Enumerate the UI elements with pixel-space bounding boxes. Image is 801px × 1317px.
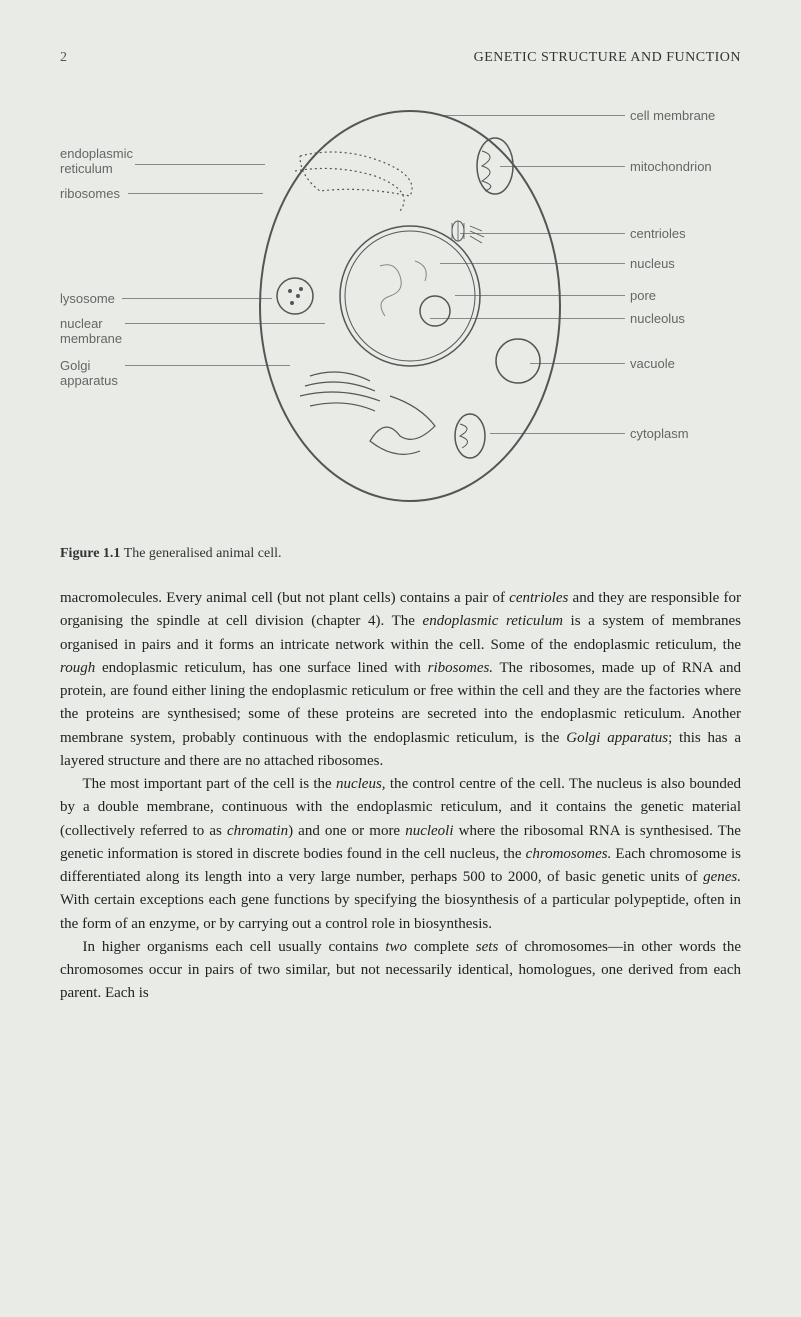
- label-text: endoplasmic: [60, 146, 133, 161]
- body-text: macromolecules. Every animal cell (but n…: [60, 587, 741, 1006]
- label-golgi-apparatus: Golgi apparatus: [60, 358, 118, 388]
- label-endoplasmic-reticulum: endoplasmic reticulum: [60, 146, 133, 176]
- italic-text: centrioles: [509, 590, 568, 606]
- text-run: complete: [407, 939, 476, 955]
- label-mitochondrion: mitochondrion: [630, 159, 712, 174]
- cell-illustration: [240, 96, 580, 516]
- italic-text: sets: [476, 939, 499, 955]
- text-run: macromolecules. Every animal cell (but n…: [60, 590, 509, 606]
- paragraph-2: The most important part of the cell is t…: [60, 773, 741, 936]
- paragraph-3: In higher organisms each cell usually co…: [60, 936, 741, 1006]
- italic-text: endoplasmic reticulum: [423, 613, 563, 629]
- figure-caption: Figure 1.1 The generalised animal cell.: [60, 546, 741, 562]
- label-lysosome: lysosome: [60, 291, 115, 306]
- italic-text: ribosomes.: [428, 660, 493, 676]
- italic-text: chromatin: [227, 823, 288, 839]
- italic-text: rough: [60, 660, 95, 676]
- label-nucleus: nucleus: [630, 256, 675, 271]
- page-header: 2 GENETIC STRUCTURE AND FUNCTION: [60, 50, 741, 66]
- text-run: The most important part of the cell is t…: [83, 776, 336, 792]
- label-cytoplasm: cytoplasm: [630, 426, 689, 441]
- italic-text: nucleoli: [405, 823, 453, 839]
- text-run: endoplasmic reticulum, has one surface l…: [95, 660, 427, 676]
- label-vacuole: vacuole: [630, 356, 675, 371]
- text-run: In higher organisms each cell usually co…: [83, 939, 386, 955]
- paragraph-1: macromolecules. Every animal cell (but n…: [60, 587, 741, 773]
- label-text: nuclear: [60, 316, 103, 331]
- label-nuclear-membrane: nuclear membrane: [60, 316, 122, 346]
- cell-diagram: endoplasmic reticulum ribosomes lysosome…: [60, 96, 741, 526]
- italic-text: genes.: [703, 869, 741, 885]
- text-run: ) and one or more: [288, 823, 405, 839]
- label-centrioles: centrioles: [630, 226, 686, 241]
- label-text: Golgi: [60, 358, 90, 373]
- italic-text: chromosomes.: [526, 846, 612, 862]
- label-text: apparatus: [60, 373, 118, 388]
- label-pore: pore: [630, 288, 656, 303]
- label-nucleolus: nucleolus: [630, 311, 685, 326]
- text-run: With certain exceptions each gene functi…: [60, 892, 741, 931]
- label-text: membrane: [60, 331, 122, 346]
- italic-text: nucleus,: [336, 776, 386, 792]
- label-text: reticulum: [60, 161, 113, 176]
- page-number: 2: [60, 50, 67, 66]
- figure-number: Figure 1.1: [60, 546, 120, 561]
- figure-text: The generalised animal cell.: [124, 546, 282, 561]
- italic-text: two: [385, 939, 407, 955]
- label-ribosomes: ribosomes: [60, 186, 120, 201]
- italic-text: Golgi apparatus: [566, 730, 668, 746]
- chapter-title: GENETIC STRUCTURE AND FUNCTION: [474, 50, 741, 66]
- label-cell-membrane: cell membrane: [630, 108, 715, 123]
